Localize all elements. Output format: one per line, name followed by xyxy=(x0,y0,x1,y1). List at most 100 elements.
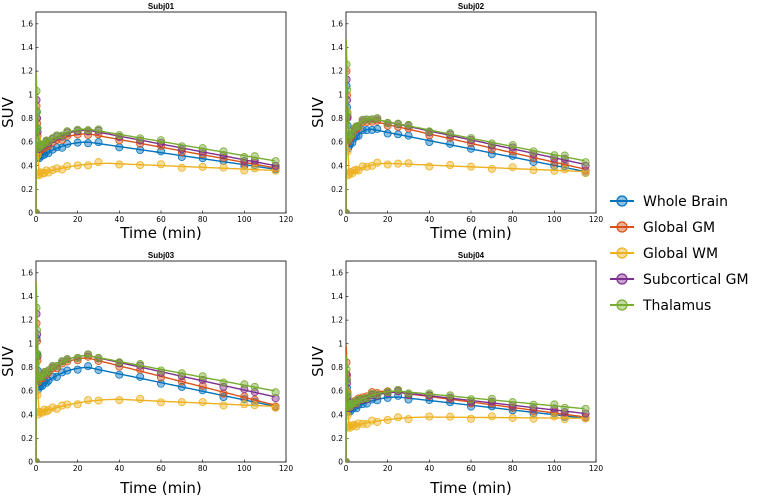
x-tick-label: 40 xyxy=(115,464,125,473)
data-point xyxy=(240,400,249,409)
y-tick-label: 0 xyxy=(338,209,343,218)
axes-box xyxy=(345,260,597,463)
data-point xyxy=(115,143,124,152)
y-tick-label: 0.2 xyxy=(331,434,343,443)
data-point xyxy=(240,157,249,166)
data-point xyxy=(346,390,352,399)
data-point xyxy=(73,400,82,409)
y-axis-label: SUV xyxy=(0,96,17,128)
data-point xyxy=(425,389,434,398)
data-point xyxy=(466,144,475,153)
x-tick-label: 100 xyxy=(237,464,252,473)
data-point xyxy=(487,412,496,421)
data-point xyxy=(550,166,559,175)
legend-marker xyxy=(616,247,628,259)
data-point xyxy=(346,60,351,69)
data-point xyxy=(240,380,249,389)
data-point xyxy=(94,138,103,147)
x-tick-label: 20 xyxy=(73,464,83,473)
series-subcortical-gm xyxy=(36,85,280,213)
data-point xyxy=(44,406,53,415)
data-point xyxy=(425,162,434,171)
data-point xyxy=(271,394,280,403)
series-line xyxy=(346,65,585,213)
data-point xyxy=(156,160,165,169)
data-point xyxy=(383,118,392,127)
legend-item-thalamus: Thalamus xyxy=(610,298,711,314)
data-point xyxy=(84,161,93,170)
data-point xyxy=(487,164,496,173)
data-point xyxy=(373,390,382,399)
data-point xyxy=(84,126,93,135)
plot-area xyxy=(36,282,280,462)
data-point xyxy=(52,362,61,371)
data-point xyxy=(354,166,363,175)
series-subcortical-gm xyxy=(36,290,280,462)
data-point xyxy=(198,144,207,153)
y-tick-label: 0.8 xyxy=(331,114,343,123)
x-tick-label: 60 xyxy=(466,464,476,473)
data-point xyxy=(271,157,280,166)
x-tick-label: 60 xyxy=(156,464,166,473)
y-tick-label: 0.2 xyxy=(331,185,343,194)
x-tick-label: 120 xyxy=(589,215,604,224)
x-tick-label: 80 xyxy=(198,215,208,224)
panel-subj02: Subj02 0 20 40 60 80 100 120 0 0.2 0.4 0.6 0.8 1 1.2 1.… xyxy=(309,2,603,242)
data-point xyxy=(84,350,93,359)
series-line xyxy=(36,100,275,213)
data-point xyxy=(198,398,207,407)
data-point xyxy=(404,120,413,129)
data-point xyxy=(63,366,72,375)
x-axis-label: Time (min) xyxy=(119,224,201,242)
data-point xyxy=(446,161,455,170)
data-point xyxy=(58,131,67,140)
x-tick-label: 40 xyxy=(425,215,435,224)
data-point xyxy=(94,158,103,167)
data-point xyxy=(508,163,517,172)
panel-title: Subj04 xyxy=(458,251,485,260)
data-point xyxy=(581,404,590,413)
data-point xyxy=(358,162,367,171)
series-thalamus xyxy=(36,73,280,213)
data-point xyxy=(156,366,165,375)
legend-label: Whole Brain xyxy=(643,194,728,210)
legend: Whole Brain Global GM Global WM Subcortical… xyxy=(610,194,749,314)
data-point xyxy=(560,403,569,412)
data-point xyxy=(36,391,42,400)
x-tick-label: 20 xyxy=(383,464,393,473)
data-point xyxy=(240,392,249,401)
data-point xyxy=(529,166,538,175)
data-point xyxy=(425,412,434,421)
legend-item-global-gm: Global GM xyxy=(610,220,715,236)
y-axis-label: SUV xyxy=(309,345,327,377)
data-point xyxy=(136,134,145,143)
legend-label: Subcortical GM xyxy=(643,272,749,288)
y-tick-label: 1.6 xyxy=(331,19,343,28)
series-whole-brain xyxy=(346,65,590,213)
x-tick-label: 100 xyxy=(237,215,252,224)
panel-subj04: Subj04 0 20 40 60 80 100 120 0 0.2 0.4 0.6 0.8 1 1.2 1.… xyxy=(309,251,603,497)
data-point xyxy=(48,134,57,143)
data-point xyxy=(36,124,42,133)
data-point xyxy=(362,394,371,403)
data-point xyxy=(250,164,259,173)
x-tick-label: 100 xyxy=(547,464,562,473)
series-line xyxy=(36,343,275,462)
x-tick-label: 100 xyxy=(547,215,562,224)
data-point xyxy=(446,139,455,148)
data-point xyxy=(63,355,72,364)
data-point xyxy=(84,396,93,405)
data-point xyxy=(44,168,53,177)
data-point xyxy=(394,413,403,422)
data-point xyxy=(94,396,103,405)
data-point xyxy=(404,389,413,398)
data-point xyxy=(36,107,42,116)
data-point xyxy=(219,163,228,172)
series-line xyxy=(346,88,585,213)
data-point xyxy=(136,372,145,381)
data-point xyxy=(346,411,352,420)
series-line xyxy=(346,361,585,462)
series-line xyxy=(36,85,275,213)
data-point xyxy=(487,139,496,148)
y-tick-label: 0.6 xyxy=(331,387,343,396)
